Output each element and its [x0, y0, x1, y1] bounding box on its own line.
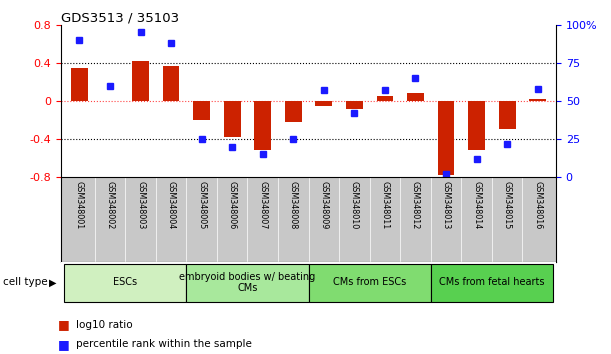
Text: embryoid bodies w/ beating
CMs: embryoid bodies w/ beating CMs: [180, 272, 315, 293]
Text: GSM348005: GSM348005: [197, 181, 206, 230]
Bar: [309, 264, 431, 302]
Text: ■: ■: [58, 338, 70, 350]
Bar: [163, 66, 180, 101]
Text: GSM348003: GSM348003: [136, 181, 145, 229]
Text: GDS3513 / 35103: GDS3513 / 35103: [61, 12, 179, 25]
Text: cell type: cell type: [3, 277, 48, 287]
Text: ■: ■: [58, 319, 70, 331]
Text: GSM348015: GSM348015: [503, 181, 511, 230]
Text: CMs from fetal hearts: CMs from fetal hearts: [439, 277, 544, 287]
Bar: [346, 101, 363, 108]
Bar: [285, 101, 302, 122]
Text: GSM348010: GSM348010: [350, 181, 359, 229]
Bar: [529, 99, 546, 101]
Bar: [468, 101, 485, 150]
Text: GSM348006: GSM348006: [228, 181, 236, 229]
Text: GSM348014: GSM348014: [472, 181, 481, 229]
Bar: [431, 264, 553, 302]
Text: GSM348008: GSM348008: [289, 181, 298, 229]
Bar: [64, 264, 186, 302]
Text: GSM348002: GSM348002: [106, 181, 114, 230]
Text: GSM348016: GSM348016: [533, 181, 542, 229]
Bar: [224, 101, 241, 137]
Text: GSM348007: GSM348007: [258, 181, 267, 230]
Bar: [186, 264, 309, 302]
Text: GSM348004: GSM348004: [167, 181, 175, 229]
Text: CMs from ESCs: CMs from ESCs: [333, 277, 406, 287]
Bar: [254, 101, 271, 150]
Text: GSM348013: GSM348013: [442, 181, 450, 229]
Text: GSM348011: GSM348011: [381, 181, 389, 229]
Text: log10 ratio: log10 ratio: [76, 320, 133, 330]
Bar: [193, 101, 210, 120]
Bar: [71, 68, 88, 101]
Text: ESCs: ESCs: [113, 277, 137, 287]
Bar: [499, 101, 516, 130]
Bar: [437, 101, 455, 175]
Text: GSM348012: GSM348012: [411, 181, 420, 230]
Bar: [376, 96, 393, 101]
Bar: [407, 93, 424, 101]
Text: percentile rank within the sample: percentile rank within the sample: [76, 339, 252, 349]
Text: GSM348009: GSM348009: [320, 181, 328, 230]
Bar: [315, 101, 332, 105]
Text: GSM348001: GSM348001: [75, 181, 84, 229]
Bar: [132, 61, 149, 101]
Text: ▶: ▶: [49, 277, 56, 287]
